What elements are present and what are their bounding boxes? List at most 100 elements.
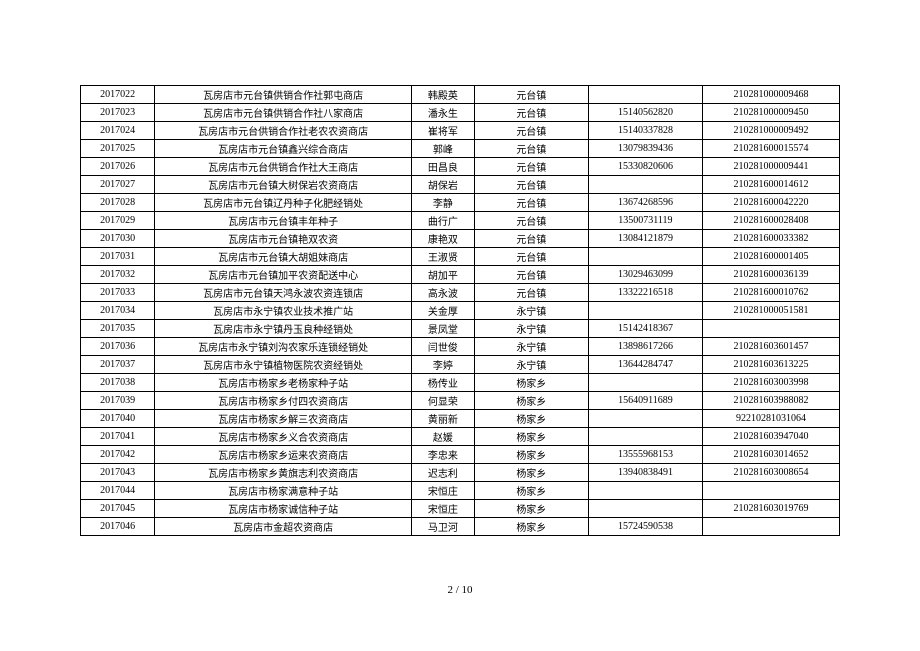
table-cell: 13029463099 (588, 266, 702, 284)
table-cell: 210281600033382 (703, 230, 840, 248)
table-cell: 康艳双 (411, 230, 474, 248)
table-cell: 210281600042220 (703, 194, 840, 212)
table-cell: 2017045 (81, 500, 155, 518)
table-row: 2017033瓦房店市元台镇天鸿永波农资连锁店高永波元台镇13322216518… (81, 284, 840, 302)
table-cell: 李婷 (411, 356, 474, 374)
table-cell: 瓦房店市永宁镇植物医院农资经销处 (155, 356, 412, 374)
table-cell: 元台镇 (474, 212, 588, 230)
table-row: 2017027瓦房店市元台镇大树保岩农资商店胡保岩元台镇210281600014… (81, 176, 840, 194)
table-cell: 瓦房店市元台镇大胡姐妹商店 (155, 248, 412, 266)
table-cell: 2017046 (81, 518, 155, 536)
table-cell: 210281600014612 (703, 176, 840, 194)
table-cell: 2017035 (81, 320, 155, 338)
table-cell: 瓦房店市杨家乡黄旗志利农资商店 (155, 464, 412, 482)
table-row: 2017043瓦房店市杨家乡黄旗志利农资商店迟志利杨家乡139408384912… (81, 464, 840, 482)
table-cell: 杨家乡 (474, 518, 588, 536)
table-cell: 2017040 (81, 410, 155, 428)
table-cell: 2017031 (81, 248, 155, 266)
table-cell: 杨家乡 (474, 500, 588, 518)
table-cell: 胡加平 (411, 266, 474, 284)
table-cell: 15142418367 (588, 320, 702, 338)
table-row: 2017032瓦房店市元台镇加平农资配送中心胡加平元台镇130294630992… (81, 266, 840, 284)
table-row: 2017022瓦房店市元台镇供销合作社郭屯商店韩殿英元台镇21028100000… (81, 86, 840, 104)
table-cell (588, 302, 702, 320)
table-cell: 景凤堂 (411, 320, 474, 338)
table-cell: 2017028 (81, 194, 155, 212)
table-cell: 2017034 (81, 302, 155, 320)
table-cell: 瓦房店市永宁镇丹玉良种经销处 (155, 320, 412, 338)
table-cell: 2017026 (81, 158, 155, 176)
table-cell: 元台镇 (474, 230, 588, 248)
table-cell (703, 482, 840, 500)
table-cell: 杨家乡 (474, 392, 588, 410)
table-cell: 210281000051581 (703, 302, 840, 320)
table-cell: 210281603003998 (703, 374, 840, 392)
table-cell: 瓦房店市元台镇艳双农资 (155, 230, 412, 248)
table-cell (588, 86, 702, 104)
table-cell: 瓦房店市杨家乡运来农资商店 (155, 446, 412, 464)
table-cell: 永宁镇 (474, 302, 588, 320)
table-cell: 2017042 (81, 446, 155, 464)
table-cell: 宋恒庄 (411, 482, 474, 500)
table-cell: 杨传业 (411, 374, 474, 392)
table-cell: 韩殿英 (411, 86, 474, 104)
table-cell: 杨家乡 (474, 446, 588, 464)
page-number: 2 / 10 (0, 584, 920, 596)
table-cell: 13644284747 (588, 356, 702, 374)
table-cell: 2017032 (81, 266, 155, 284)
table-row: 2017037瓦房店市永宁镇植物医院农资经销处李婷永宁镇136442847472… (81, 356, 840, 374)
table-cell: 瓦房店市杨家满意种子站 (155, 482, 412, 500)
table-cell: 15330820606 (588, 158, 702, 176)
table-cell: 2017027 (81, 176, 155, 194)
table-cell: 2017038 (81, 374, 155, 392)
table-cell: 瓦房店市永宁镇刘沟农家乐连锁经销处 (155, 338, 412, 356)
table-cell: 瓦房店市元台镇加平农资配送中心 (155, 266, 412, 284)
table-row: 2017024瓦房店市元台供销合作社老农农资商店崔将军元台镇1514033782… (81, 122, 840, 140)
table-cell: 2017039 (81, 392, 155, 410)
table-cell: 元台镇 (474, 248, 588, 266)
table-row: 2017026瓦房店市元台供销合作社大王商店田昌良元台镇153308206062… (81, 158, 840, 176)
table-cell: 2017024 (81, 122, 155, 140)
table-cell: 瓦房店市元台镇辽丹种子化肥经销处 (155, 194, 412, 212)
table-cell: 元台镇 (474, 176, 588, 194)
table-cell (588, 374, 702, 392)
table-cell: 元台镇 (474, 266, 588, 284)
table-cell: 210281000009450 (703, 104, 840, 122)
table-cell: 闫世俊 (411, 338, 474, 356)
table-cell: 迟志利 (411, 464, 474, 482)
table-cell: 瓦房店市元台供销合作社大王商店 (155, 158, 412, 176)
table-cell: 杨家乡 (474, 428, 588, 446)
table-cell: 杨家乡 (474, 482, 588, 500)
table-cell: 元台镇 (474, 284, 588, 302)
table-cell: 13084121879 (588, 230, 702, 248)
table-row: 2017045瓦房店市杨家诚信种子站宋恒庄杨家乡210281603019769 (81, 500, 840, 518)
table-cell: 210281603613225 (703, 356, 840, 374)
table-cell: 210281603947040 (703, 428, 840, 446)
table-row: 2017040瓦房店市杨家乡解三农资商店黄丽新杨家乡92210281031064 (81, 410, 840, 428)
table-cell: 2017025 (81, 140, 155, 158)
table-cell (588, 410, 702, 428)
table-cell: 15140562820 (588, 104, 702, 122)
table-row: 2017031瓦房店市元台镇大胡姐妹商店王淑贤元台镇21028160000140… (81, 248, 840, 266)
table-cell: 元台镇 (474, 86, 588, 104)
table-cell: 13500731119 (588, 212, 702, 230)
table-cell: 210281600001405 (703, 248, 840, 266)
table-cell: 瓦房店市杨家乡老杨家种子站 (155, 374, 412, 392)
table-cell: 2017022 (81, 86, 155, 104)
table-cell: 15140337828 (588, 122, 702, 140)
table-cell: 瓦房店市元台镇天鸿永波农资连锁店 (155, 284, 412, 302)
table-cell: 2017036 (81, 338, 155, 356)
table-cell (703, 518, 840, 536)
table-cell: 210281000009441 (703, 158, 840, 176)
table-row: 2017023瓦房店市元台镇供销合作社八家商店潘永生元台镇15140562820… (81, 104, 840, 122)
table-cell: 13322216518 (588, 284, 702, 302)
table-cell: 瓦房店市金超农资商店 (155, 518, 412, 536)
table-cell: 瓦房店市元台镇鑫兴综合商店 (155, 140, 412, 158)
table-row: 2017025瓦房店市元台镇鑫兴综合商店郭峰元台镇130798394362102… (81, 140, 840, 158)
table-cell: 瓦房店市永宁镇农业技术推广站 (155, 302, 412, 320)
table-cell: 李静 (411, 194, 474, 212)
table-cell: 元台镇 (474, 158, 588, 176)
table-cell: 210281603601457 (703, 338, 840, 356)
table-cell: 210281603014652 (703, 446, 840, 464)
table-cell: 杨家乡 (474, 464, 588, 482)
